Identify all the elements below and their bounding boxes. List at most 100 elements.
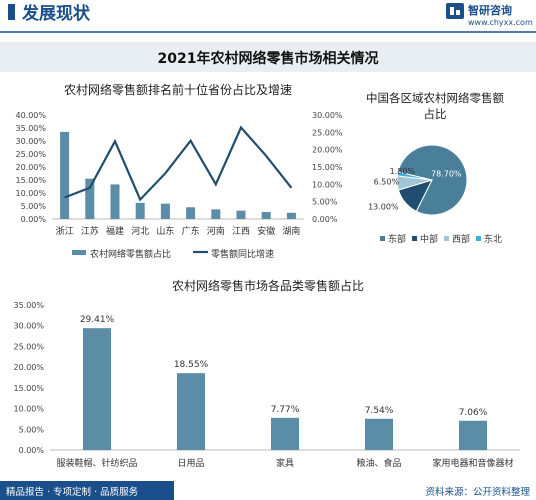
top10-chart: 农村网络零售额排名前十位省份占比及增速 0.00% 5.00% 10.00% 15.0…: [15, 82, 342, 260]
top10-bar: [211, 209, 221, 219]
footer: 精品报告 · 专项定制 · 品质服务 资料来源：公开资料整理: [0, 481, 530, 500]
left-tick-label: 25.00%: [15, 150, 46, 159]
footer-source-text: 资料来源：公开资料整理: [425, 486, 530, 498]
section-title: 发展现状: [21, 3, 91, 24]
right-tick-label: 10.00%: [312, 180, 343, 189]
top10-growth-line: [64, 125, 293, 202]
right-tick-label: 5.00%: [312, 198, 338, 207]
legend-line-label: 零售额同比增速: [211, 248, 274, 260]
left-tick-label: 20.00%: [15, 163, 46, 172]
legend-bar-label: 农村网络零售额占比: [90, 248, 171, 260]
category-value-label: 7.54%: [365, 406, 394, 416]
category-bar: [271, 417, 299, 450]
category-value-label: 7.77%: [271, 405, 300, 415]
category-value-labels: 29.41% 18.55% 7.77% 7.54% 7.06%: [80, 315, 488, 418]
pie-value-label: 1.80%: [390, 167, 416, 176]
category-tick-label: 15.00%: [13, 384, 44, 393]
top10-category-labels: 浙江 江苏 福建 河北 山东 广东 河南 江西 安徽 湖南: [56, 225, 301, 237]
top10-category-label: 广东: [182, 225, 200, 237]
category-tick-label: 0.00%: [19, 446, 45, 455]
category-bar: [177, 373, 205, 450]
top10-category-label: 湖南: [282, 225, 300, 237]
top10-bar: [110, 184, 120, 219]
main-title: 2021年农村网络零售市场相关情况: [158, 50, 379, 67]
left-tick-label: 15.00%: [15, 176, 46, 185]
footer-left-band: [0, 481, 174, 500]
top10-bar: [85, 178, 95, 219]
brand-logo-icon: [446, 3, 464, 19]
legend-bar-swatch: [72, 250, 86, 255]
left-tick-label: 5.00%: [21, 202, 47, 211]
category-label: 家用电器和音像器材: [432, 457, 513, 469]
pie-legend-label: 中部: [420, 233, 438, 245]
category-bar: [459, 420, 487, 450]
pie-legend-label: 东北: [484, 233, 502, 245]
category-tick-label: 20.00%: [13, 363, 44, 372]
pie-legend-swatch: [444, 236, 449, 241]
category-tick-label: 5.00%: [19, 425, 45, 434]
category-label: 服装鞋帽、针纺织品: [56, 457, 137, 469]
top10-bar: [160, 203, 170, 219]
pie-legend-label: 西部: [452, 233, 470, 245]
top10-bar: [286, 212, 296, 219]
top10-category-label: 福建: [106, 225, 124, 237]
category-value-label: 29.41%: [80, 315, 115, 325]
top10-category-label: 安徽: [257, 225, 275, 237]
pie-value-labels: 78.70% 13.00% 6.50% 1.80%: [368, 167, 462, 212]
pie-value-label: 78.70%: [431, 169, 462, 178]
brand-url: www.chyxx.com: [468, 18, 533, 27]
pie-legend-swatch: [380, 236, 385, 241]
category-bars: [83, 328, 487, 450]
top10-right-axis: 0.00% 5.00% 10.00% 15.00% 20.00% 25.00% 30.00%: [312, 111, 343, 224]
category-tick-label: 30.00%: [13, 322, 44, 331]
right-tick-label: 30.00%: [312, 111, 343, 120]
top10-bars: [60, 131, 296, 219]
pie-title-line1: 中国各区域农村网络零售额: [366, 91, 504, 105]
top10-category-label: 江苏: [81, 225, 99, 237]
top10-category-label: 山东: [156, 225, 174, 237]
category-value-label: 18.55%: [174, 360, 209, 370]
top10-category-label: 浙江: [56, 225, 74, 237]
right-tick-label: 0.00%: [312, 215, 338, 224]
region-pie-chart: 中国各区域农村网络零售额 占比 78.70% 13.00% 6.50% 1.80% 东…: [366, 91, 504, 245]
right-tick-label: 15.00%: [312, 163, 343, 172]
top10-left-axis: 0.00% 5.00% 10.00% 15.00% 20.00% 25.00% 30.00%…: [15, 111, 46, 224]
pie-legend-swatch: [476, 236, 481, 241]
category-label: 家具: [276, 457, 294, 469]
category-tick-label: 35.00%: [13, 301, 44, 310]
brand-name: 智研咨询: [468, 3, 512, 17]
right-tick-label: 25.00%: [312, 128, 343, 137]
footer-left-text: 精品报告 · 专项定制 · 品质服务: [6, 486, 139, 498]
left-tick-label: 35.00%: [15, 124, 46, 133]
category-chart: 农村网络零售市场各品类零售额占比 0.00% 5.00% 10.00% 15.00% 2…: [13, 278, 520, 469]
pie-value-label: 6.50%: [374, 178, 400, 187]
top10-category-label: 河北: [131, 225, 149, 237]
left-tick-label: 30.00%: [15, 137, 46, 146]
pie-slices: [396, 144, 468, 216]
header: 发展现状 智研咨询 www.chyxx.com: [0, 3, 536, 33]
top10-category-label: 江西: [232, 226, 250, 237]
category-y-axis: 0.00% 5.00% 10.00% 15.00% 20.00% 25.00% 30.00%…: [13, 301, 44, 455]
top10-category-label: 河南: [207, 225, 225, 237]
category-tick-label: 25.00%: [13, 342, 44, 351]
category-value-label: 7.06%: [459, 408, 488, 418]
category-label: 粮油、食品: [356, 457, 401, 469]
pie-legend-label: 东部: [388, 233, 406, 245]
left-tick-label: 40.00%: [15, 111, 46, 120]
category-tick-label: 10.00%: [13, 405, 44, 414]
category-bar: [365, 418, 393, 450]
top10-bar: [60, 131, 70, 219]
pie-legend-swatch: [412, 236, 417, 241]
top10-bar: [261, 211, 271, 219]
top10-legend: 农村网络零售额占比 零售额同比增速: [72, 248, 274, 260]
pie-slice: [396, 171, 433, 181]
title-banner: [0, 42, 536, 72]
category-title: 农村网络零售市场各品类零售额占比: [172, 278, 364, 293]
top10-bar: [186, 207, 196, 219]
pie-title-line2: 占比: [424, 107, 447, 121]
pie-legend: 东部 中部 西部 东北: [380, 233, 502, 245]
category-labels: 服装鞋帽、针纺织品 日用品 家具 粮油、食品 家用电器和音像器材: [56, 457, 513, 469]
right-tick-label: 20.00%: [312, 146, 343, 155]
